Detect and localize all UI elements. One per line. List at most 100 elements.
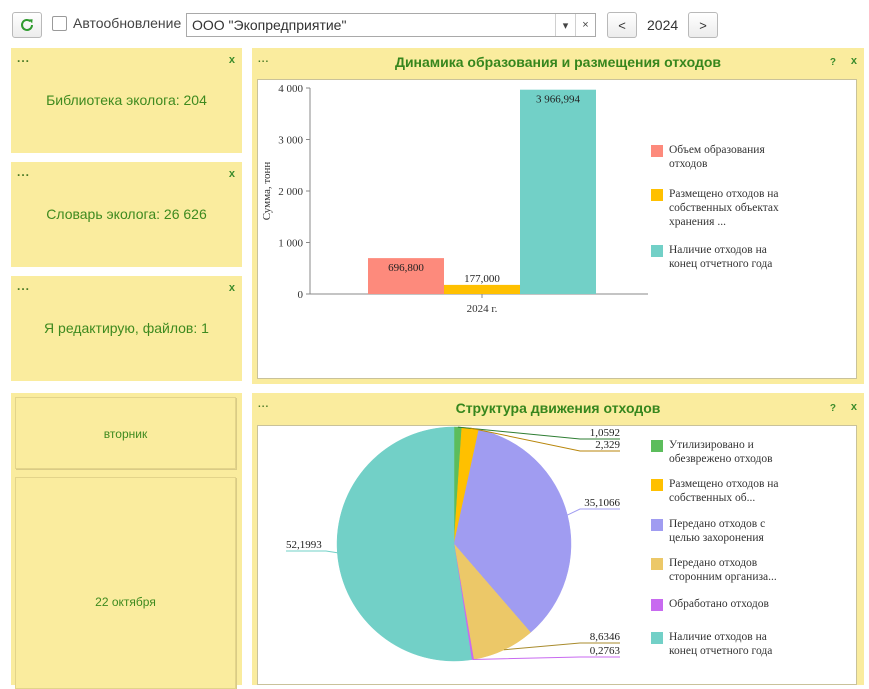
legend-swatch bbox=[651, 599, 663, 611]
waste-dynamics-title: Динамика образования и размещения отходо… bbox=[394, 54, 722, 70]
y-axis-label: Сумма, тонн bbox=[261, 162, 273, 221]
legend-item: Размещено отходов на собственных объекта… bbox=[651, 187, 794, 229]
pie-chart-legend: Утилизировано и обезврежено отходов Разме… bbox=[651, 432, 851, 682]
pie-leader-line bbox=[503, 642, 620, 651]
close-icon[interactable]: x bbox=[228, 282, 235, 294]
legend-label: Наличие отходов на конец отчетного года bbox=[669, 631, 773, 657]
bar-chart: 0 1 000 2 000 3 000 4 000 Сумма, тонн 696,800 1… bbox=[261, 83, 648, 315]
close-icon[interactable]: × bbox=[575, 14, 595, 36]
x-tick-label: 2024 г. bbox=[467, 303, 498, 315]
y-tick-label: 3 000 bbox=[278, 135, 303, 147]
calendar-panel: вторник 22 октября bbox=[11, 393, 242, 689]
panel-menu-icon[interactable]: ... bbox=[17, 51, 31, 65]
legend-item: Передано отходов с целью захоронения bbox=[651, 517, 794, 545]
autoupdate-label: Автообновление bbox=[73, 15, 182, 31]
legend-label: Размещено отходов на собственных об... bbox=[669, 478, 779, 504]
pie-value-label: 35,1066 bbox=[584, 497, 620, 509]
pie-leader-line bbox=[470, 427, 620, 452]
legend-swatch bbox=[651, 245, 663, 257]
bar bbox=[368, 258, 444, 294]
bar-chart-area: 0 1 000 2 000 3 000 4 000 Сумма, тонн 696,800 1… bbox=[257, 79, 857, 379]
legend-swatch bbox=[651, 145, 663, 157]
weekday-text: вторник bbox=[103, 427, 148, 441]
panel-menu-icon[interactable]: ... bbox=[17, 279, 31, 293]
panel-menu-icon[interactable]: ... bbox=[258, 399, 270, 410]
legend-label: Наличие отходов на конец отчетного года bbox=[669, 244, 773, 270]
editing-panel: ... x Я редактирую, файлов: 1 bbox=[11, 276, 242, 381]
dictionary-panel: ... x Словарь эколога: 26 626 bbox=[11, 162, 242, 267]
pie-value-label: 8,6346 bbox=[590, 631, 621, 643]
library-panel: ... x Библиотека эколога: 204 bbox=[11, 48, 242, 153]
date-text: 22 октября bbox=[95, 595, 156, 609]
legend-item: Утилизировано и обезврежено отходов bbox=[651, 438, 794, 466]
pie-leader-line bbox=[457, 426, 620, 440]
prev-year-button[interactable]: < bbox=[607, 12, 637, 38]
waste-structure-panel: ... Структура движения отходов ? x 1,059… bbox=[252, 393, 864, 685]
legend-label: Объем образования отходов bbox=[669, 144, 765, 170]
year-value: 2024 bbox=[647, 17, 679, 33]
bar-value-label: 3 966,994 bbox=[536, 94, 581, 106]
autoupdate-checkbox[interactable] bbox=[52, 15, 67, 31]
chevron-down-icon[interactable]: ▾ bbox=[555, 14, 575, 36]
dictionary-link[interactable]: Словарь эколога: 26 626 bbox=[46, 206, 207, 222]
pie-value-label: 1,0592 bbox=[590, 427, 620, 439]
legend-label: Утилизировано и обезврежено отходов bbox=[669, 439, 773, 465]
toolbar: Автообновление ООО "Экопредприятие" ▾ × … bbox=[0, 0, 869, 46]
next-year-button[interactable]: > bbox=[688, 12, 718, 38]
legend-label: Размещено отходов на собственных объекта… bbox=[669, 188, 779, 228]
weekday-card: вторник bbox=[15, 397, 236, 469]
date-card: 22 октября bbox=[15, 477, 236, 689]
panel-menu-icon[interactable]: ... bbox=[258, 54, 270, 65]
pie-value-label: 52,1993 bbox=[286, 539, 322, 551]
close-icon[interactable]: x bbox=[228, 54, 235, 66]
organization-select[interactable]: ООО "Экопредприятие" ▾ × bbox=[186, 13, 596, 37]
y-tick-label: 2 000 bbox=[278, 186, 303, 198]
legend-swatch bbox=[651, 632, 663, 644]
pie-value-label: 0,2763 bbox=[590, 645, 621, 657]
pie-value-label: 2,329 bbox=[595, 439, 620, 451]
waste-dynamics-panel: ... Динамика образования и размещения от… bbox=[252, 48, 864, 384]
pie-leader-line bbox=[567, 508, 620, 516]
legend-item: Размещено отходов на собственных об... bbox=[651, 477, 794, 505]
legend-swatch bbox=[651, 558, 663, 570]
pie-slice bbox=[453, 429, 572, 633]
panel-menu-icon[interactable]: ... bbox=[17, 165, 31, 179]
bar bbox=[520, 89, 596, 295]
y-tick-label: 4 000 bbox=[278, 83, 303, 95]
close-icon[interactable]: x bbox=[228, 168, 235, 180]
pie-leader-line bbox=[472, 656, 620, 660]
legend-swatch bbox=[651, 440, 663, 452]
help-icon[interactable]: ? bbox=[829, 403, 836, 414]
close-icon[interactable]: x bbox=[850, 55, 857, 67]
library-link[interactable]: Библиотека эколога: 204 bbox=[46, 92, 207, 108]
pie-chart-area: 1,0592 2,329 35,1066 8,6346 0,2763 52,1993 Ут… bbox=[257, 425, 857, 685]
bar-value-label: 696,800 bbox=[388, 262, 424, 274]
pie-slice bbox=[336, 426, 472, 662]
legend-swatch bbox=[651, 519, 663, 531]
legend-swatch bbox=[651, 479, 663, 491]
legend-item: Передано отходов сторонним организа... bbox=[651, 556, 794, 584]
legend-item: Наличие отходов на конец отчетного года bbox=[651, 243, 794, 271]
close-icon[interactable]: x bbox=[850, 401, 857, 413]
legend-item: Объем образования отходов bbox=[651, 143, 794, 171]
organization-value[interactable]: ООО "Экопредприятие" bbox=[192, 17, 347, 33]
legend-item: Наличие отходов на конец отчетного года bbox=[651, 630, 794, 658]
pie-leader-line bbox=[286, 550, 338, 554]
legend-swatch bbox=[651, 189, 663, 201]
bar bbox=[444, 284, 520, 294]
legend-label: Передано отходов с целью захоронения bbox=[669, 518, 766, 544]
legend-item: Обработано отходов bbox=[651, 597, 794, 611]
legend-label: Передано отходов сторонним организа... bbox=[669, 557, 777, 583]
editing-link[interactable]: Я редактирую, файлов: 1 bbox=[44, 320, 209, 336]
y-tick-label: 0 bbox=[298, 289, 304, 301]
help-icon[interactable]: ? bbox=[829, 57, 836, 68]
refresh-button[interactable] bbox=[12, 12, 42, 38]
y-tick-label: 1 000 bbox=[278, 238, 303, 250]
bar-value-label: 177,000 bbox=[464, 273, 500, 285]
autoupdate-toggle[interactable]: Автообновление bbox=[52, 15, 181, 31]
refresh-icon bbox=[21, 18, 33, 31]
waste-structure-title: Структура движения отходов bbox=[455, 400, 661, 416]
bar-chart-legend: Объем образования отходов Размещено отход… bbox=[651, 135, 851, 335]
legend-label: Обработано отходов bbox=[669, 598, 769, 610]
